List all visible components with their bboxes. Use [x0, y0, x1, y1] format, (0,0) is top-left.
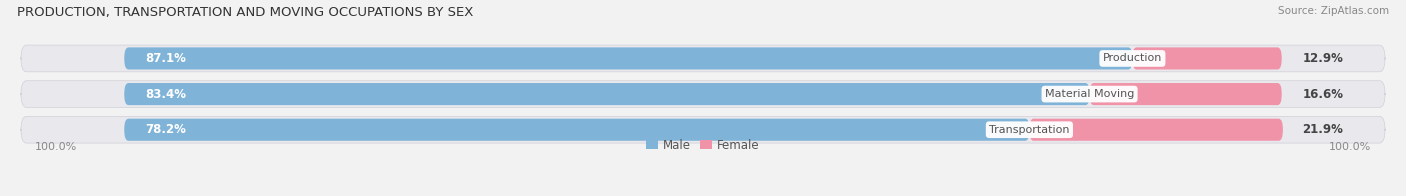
Text: 16.6%: 16.6% — [1302, 88, 1343, 101]
FancyBboxPatch shape — [21, 116, 1385, 143]
Text: 78.2%: 78.2% — [145, 123, 186, 136]
Text: Source: ZipAtlas.com: Source: ZipAtlas.com — [1278, 6, 1389, 16]
Text: 83.4%: 83.4% — [145, 88, 186, 101]
FancyBboxPatch shape — [124, 119, 1029, 141]
FancyBboxPatch shape — [1132, 47, 1282, 70]
FancyBboxPatch shape — [21, 81, 1385, 107]
FancyBboxPatch shape — [21, 45, 1385, 72]
Text: Transportation: Transportation — [990, 125, 1070, 135]
Text: 87.1%: 87.1% — [145, 52, 186, 65]
Text: 100.0%: 100.0% — [1329, 142, 1371, 152]
FancyBboxPatch shape — [124, 83, 1090, 105]
FancyBboxPatch shape — [1090, 83, 1282, 105]
FancyBboxPatch shape — [1029, 119, 1282, 141]
Legend: Male, Female: Male, Female — [641, 134, 765, 156]
Text: Material Moving: Material Moving — [1045, 89, 1135, 99]
Text: 21.9%: 21.9% — [1302, 123, 1343, 136]
Text: 100.0%: 100.0% — [35, 142, 77, 152]
Text: 12.9%: 12.9% — [1302, 52, 1343, 65]
Text: Production: Production — [1102, 54, 1163, 64]
Text: PRODUCTION, TRANSPORTATION AND MOVING OCCUPATIONS BY SEX: PRODUCTION, TRANSPORTATION AND MOVING OC… — [17, 6, 474, 19]
FancyBboxPatch shape — [124, 47, 1132, 70]
